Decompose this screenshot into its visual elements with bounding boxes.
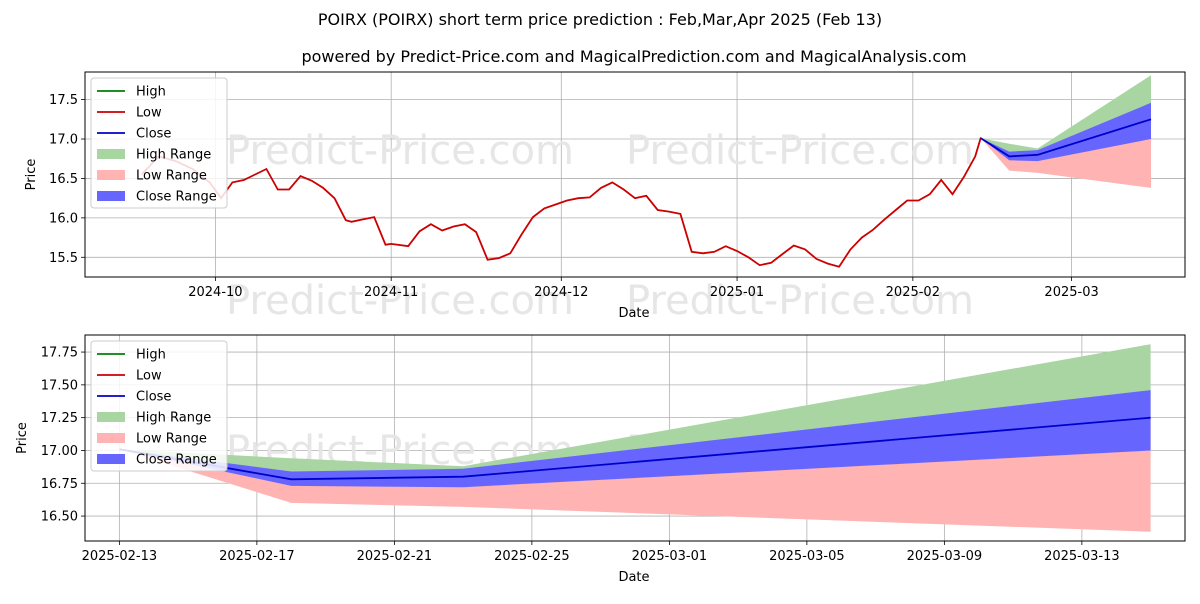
y-tick-label: 17.50 [41, 378, 78, 393]
y-tick-label: 16.50 [41, 510, 78, 525]
watermark-text: Predict-Price.com [626, 278, 974, 324]
history-low-line [141, 137, 982, 268]
watermark-text: Predict-Price.com [226, 128, 574, 174]
x-tick-label: 2025-02-13 [82, 549, 158, 564]
legend-swatch-close-range [97, 454, 125, 464]
y-tick-label: 16.0 [49, 211, 78, 226]
legend-label-close: Close [136, 390, 171, 405]
x-tick-label: 2024-11 [364, 285, 418, 300]
close-range-band [119, 390, 1151, 488]
legend-label-high-range: High Range [136, 148, 211, 163]
x-tick-label: 2025-03-13 [1044, 549, 1120, 564]
legend-swatch-close-range [97, 191, 125, 201]
y-tick-label: 17.25 [41, 411, 78, 426]
plot-frame [84, 71, 1186, 278]
y-axis-label: Price [24, 159, 39, 191]
close-range-band [980, 102, 1151, 162]
y-tick-label: 17.00 [41, 444, 78, 459]
watermark-text: Predict-Price.com [226, 278, 574, 324]
legend-label-high: High [136, 348, 166, 363]
y-axis-label: Price [15, 422, 30, 454]
y-tick-label: 16.5 [49, 172, 78, 187]
x-axis-label: Date [618, 306, 649, 321]
legend-label-close: Close [136, 127, 171, 142]
y-tick-label: 17.75 [41, 346, 78, 361]
legend-label-close-range: Close Range [136, 453, 217, 468]
y-tick-label: 17.0 [49, 133, 78, 148]
x-tick-label: 2024-12 [534, 285, 588, 300]
y-tick-label: 15.5 [49, 251, 78, 266]
x-tick-label: 2025-02-21 [357, 549, 433, 564]
legend-swatch-low-range [97, 170, 125, 180]
legend-swatch-high-range [97, 149, 125, 159]
plot-area [141, 75, 1152, 268]
legend-label-low-range: Low Range [136, 169, 207, 184]
x-tick-label: 2024-10 [188, 285, 242, 300]
legend-swatch-high-range [97, 412, 125, 422]
x-tick-label: 2025-02-25 [494, 549, 570, 564]
x-tick-label: 2025-03-09 [907, 549, 983, 564]
legend: High Low Close High Range Low Range Close Ran… [90, 77, 228, 209]
y-tick-label: 17.5 [49, 93, 78, 108]
x-tick-label: 2025-03 [1044, 285, 1098, 300]
x-tick-label: 2025-03-05 [769, 549, 845, 564]
x-tick-label: 2025-02-17 [219, 549, 295, 564]
legend-swatch-low-range [97, 433, 125, 443]
bottom-panel: Predict-Price.comPredict-Price.com2025-0… [15, 334, 1186, 585]
legend-label-high-range: High Range [136, 411, 211, 426]
legend-label-low-range: Low Range [136, 432, 207, 447]
legend-label-low: Low [136, 369, 162, 384]
top-panel: Predict-Price.com Predict-Price.com Predic… [24, 71, 1186, 324]
chart-title: POIRX (POIRX) short term price predictio… [318, 10, 882, 29]
x-tick-label: 2025-02 [886, 285, 940, 300]
x-tick-label: 2025-01 [710, 285, 764, 300]
x-axis-label: Date [618, 570, 649, 585]
y-tick-label: 16.75 [41, 477, 78, 492]
forecast-close-line [980, 118, 1152, 158]
watermark-text: Predict-Price.com [626, 128, 974, 174]
legend-label-high: High [136, 85, 166, 100]
legend-label-low: Low [136, 106, 162, 121]
x-tick-label: 2025-03-01 [632, 549, 708, 564]
chart-subtitle: powered by Predict-Price.com and Magical… [301, 47, 966, 66]
legend-label-close-range: Close Range [136, 190, 217, 205]
legend: High Low Close High Range Low Range Close Ran… [90, 340, 228, 472]
plot-frame [84, 334, 1186, 542]
